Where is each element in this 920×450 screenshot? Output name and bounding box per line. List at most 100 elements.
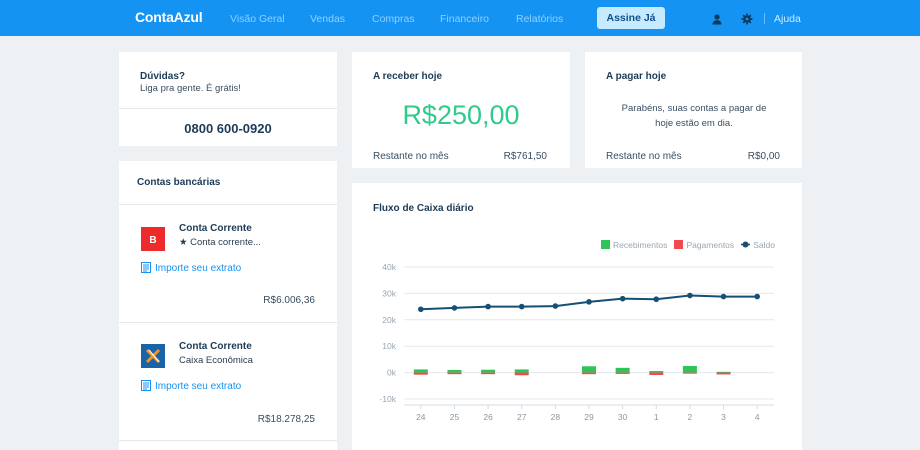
x-tick-label: 28: [551, 412, 561, 422]
saldo-point: [754, 293, 760, 300]
divider: [119, 204, 337, 205]
saldo-point: [720, 293, 727, 300]
nav-relatorios[interactable]: Relatórios: [516, 13, 564, 25]
payable-message: Parabéns, suas contas a pagar de hoje es…: [621, 103, 767, 129]
bradesco-logo: B: [141, 227, 165, 251]
account-name[interactable]: Conta Corrente: [179, 341, 252, 352]
document-icon: [141, 262, 151, 273]
subscribe-button[interactable]: Assine Já: [597, 7, 665, 29]
legend-swatch-saldo: [741, 241, 751, 248]
nav-compras[interactable]: Compras: [372, 13, 415, 25]
x-tick-label: 27: [517, 412, 527, 422]
receivable-today-card: A receber hoje R$250,00 Restante no mês …: [352, 52, 570, 168]
payable-today-card: A pagar hoje Parabéns, suas contas a pag…: [585, 52, 802, 168]
saldo-point: [552, 303, 559, 309]
x-tick-label: 1: [654, 412, 659, 422]
cash-flow-chart: 40k 30k 20k 10k 0k -10k 24 25 26 27 28 29 30 1 2 3 4: [379, 262, 774, 422]
x-tick-label: 25: [450, 412, 460, 422]
bar-recebimentos: [514, 369, 529, 373]
bar-recebimentos: [649, 371, 664, 373]
topbar-divider: [764, 13, 765, 24]
cash-flow-card: Fluxo de Caixa diário Recebimentos Pagam…: [352, 183, 802, 450]
bar-recebimentos: [582, 366, 596, 373]
support-phone[interactable]: 0800 600-0920: [184, 121, 272, 136]
bar-pagamentos: [582, 372, 596, 375]
y-tick-label: 0k: [387, 368, 397, 378]
bar-pagamentos: [682, 372, 697, 374]
x-tick-label: 29: [584, 412, 594, 422]
cash-flow-title: Fluxo de Caixa diário: [373, 203, 474, 214]
saldo-point: [451, 305, 458, 311]
legend-recebimentos[interactable]: Recebimentos: [613, 240, 668, 250]
top-navigation-bar: ContaAzul Visão Geral Vendas Compras Fin…: [0, 0, 920, 36]
bar-recebimentos: [716, 371, 731, 373]
saldo-point: [653, 296, 660, 303]
bar-pagamentos: [447, 372, 462, 375]
divider: [119, 440, 337, 441]
bar-recebimentos: [615, 367, 630, 373]
help-link[interactable]: Ajuda: [774, 13, 801, 25]
account-description: Caixa Econômica: [179, 355, 253, 366]
receivable-title: A receber hoje: [373, 71, 443, 82]
user-icon[interactable]: [711, 12, 723, 25]
divider: [119, 108, 337, 109]
bank-accounts-title: Contas bancárias: [137, 177, 221, 188]
bank-accounts-card: Contas bancárias B Conta Corrente ★ Cont…: [119, 161, 337, 450]
x-tick-label: 4: [755, 412, 760, 422]
x-tick-label: 3: [721, 412, 726, 422]
bar-recebimentos: [413, 369, 428, 373]
bar-recebimentos: [447, 369, 462, 373]
legend-pagamentos[interactable]: Pagamentos: [686, 240, 735, 250]
x-tick-label: 2: [688, 412, 693, 422]
saldo-point: [518, 303, 525, 310]
bar-pagamentos: [615, 372, 630, 374]
x-tick-label: 24: [416, 412, 426, 422]
import-statement-link[interactable]: Importe seu extrato: [141, 380, 241, 392]
saldo-point: [418, 306, 424, 313]
bar-pagamentos: [716, 372, 731, 375]
caixa-logo: [141, 344, 165, 368]
payable-remaining-value: R$0,00: [747, 151, 780, 162]
bar-pagamentos: [481, 372, 496, 375]
payable-title: A pagar hoje: [606, 71, 667, 82]
account-description: ★ Conta corrente...: [179, 237, 261, 248]
import-statement-label: Importe seu extrato: [155, 381, 242, 392]
legend-swatch-recebimentos: [601, 240, 610, 249]
document-icon: [141, 380, 151, 391]
y-tick-label: 10k: [382, 341, 396, 351]
nav-visao-geral[interactable]: Visão Geral: [230, 13, 285, 25]
help-card-title: Dúvidas?: [140, 71, 186, 82]
bar-recebimentos: [682, 366, 697, 373]
gear-icon[interactable]: [741, 12, 753, 25]
bar-pagamentos: [413, 372, 428, 375]
saldo-point: [586, 299, 592, 305]
saldo-point: [687, 292, 693, 299]
y-tick-label: 30k: [382, 288, 396, 298]
y-tick-label: -10k: [379, 394, 396, 404]
app-logo[interactable]: ContaAzul: [135, 9, 203, 25]
account-name[interactable]: Conta Corrente: [179, 223, 252, 234]
chart-legend: Recebimentos Pagamentos Saldo: [601, 240, 775, 250]
divider: [119, 322, 337, 323]
bar-pagamentos: [649, 372, 664, 375]
saldo-point: [619, 295, 626, 302]
x-tick-label: 26: [483, 412, 493, 422]
receivable-remaining-label: Restante no mês: [373, 151, 449, 162]
nav-financeiro[interactable]: Financeiro: [440, 13, 490, 25]
help-card-subtitle: Liga pra gente. É grátis!: [140, 83, 241, 94]
nav-vendas[interactable]: Vendas: [310, 13, 346, 25]
y-tick-label: 40k: [382, 262, 396, 272]
bar-pagamentos: [514, 372, 529, 376]
y-tick-label: 20k: [382, 315, 396, 325]
legend-swatch-pagamentos: [674, 240, 684, 249]
legend-saldo[interactable]: Saldo: [753, 240, 776, 250]
bar-recebimentos: [481, 369, 496, 373]
import-statement-label: Importe seu extrato: [155, 263, 242, 274]
receivable-amount: R$250,00: [402, 100, 520, 130]
payable-remaining-label: Restante no mês: [606, 151, 682, 162]
saldo-point: [485, 303, 491, 310]
help-card: Dúvidas? Liga pra gente. É grátis! 0800 …: [119, 52, 337, 146]
receivable-remaining-value: R$761,50: [503, 151, 547, 162]
import-statement-link[interactable]: Importe seu extrato: [141, 262, 241, 274]
svg-text:B: B: [149, 235, 156, 246]
